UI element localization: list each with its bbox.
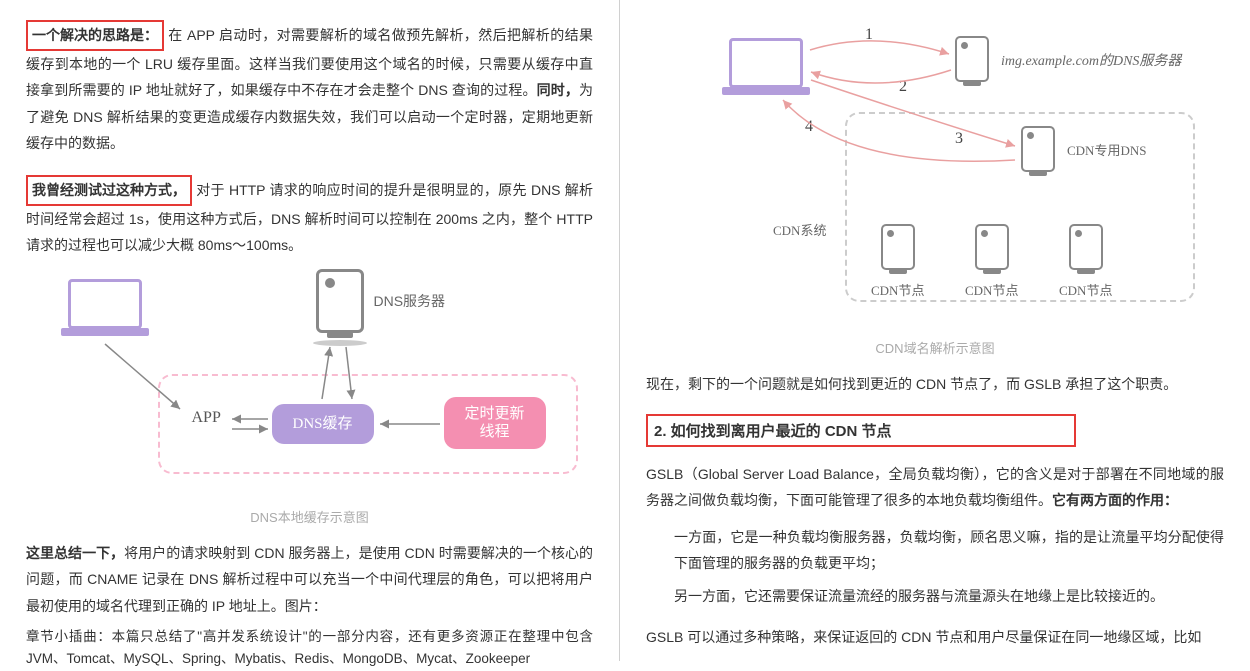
- cdn-resolve-diagram: img.example.com的DNS服务器 CDN系统 CDN专用DNS CD…: [655, 20, 1215, 330]
- diagram2-caption: CDN域名解析示意图: [646, 338, 1224, 357]
- highlight-box-1: 一个解决的思路是：: [26, 20, 164, 51]
- app-label: APP: [192, 409, 221, 427]
- bullet-1: 一方面，它是一种负载均衡服务器，负载均衡，顾名思义嘛，指的是让流量平均分配使得下…: [646, 524, 1224, 577]
- paragraph-2: 我曾经测试过这种方式， 对于 HTTP 请求的响应时间的提升是很明显的，原先 D…: [26, 175, 593, 259]
- dns-cache-diagram: DNS服务器 APP DNS缓存 定时更新 线程: [30, 269, 590, 499]
- dns-server-icon: [316, 269, 364, 333]
- highlight-box-2: 我曾经测试过这种方式，: [26, 175, 192, 206]
- cdn-system-label: CDN系统: [773, 220, 826, 239]
- para1-bold: 同时，: [537, 82, 579, 98]
- dns-server-top-label: img.example.com的DNS服务器: [1001, 50, 1181, 70]
- dns-cache-text: DNS缓存: [292, 415, 352, 433]
- dns-server-top-icon: [955, 36, 989, 82]
- footer-paragraph: 章节小插曲：本篇只总结了"高并发系统设计"的一部分内容，还有更多资源正在整理中包…: [26, 626, 593, 671]
- cdn-node-3-icon: [1069, 224, 1103, 270]
- step-4: 4: [805, 118, 813, 136]
- step-1: 1: [865, 26, 873, 44]
- section-2-title: 2. 如何找到离用户最近的 CDN 节点: [646, 414, 1076, 447]
- cdn-node-2-icon: [975, 224, 1009, 270]
- left-column: 一个解决的思路是： 在 APP 启动时，对需要解析的域名做预先解析，然后把解析的…: [0, 0, 620, 661]
- after-diagram-para: 现在，剩下的一个问题就是如何找到更近的 CDN 节点了，而 GSLB 承担了这个…: [646, 371, 1224, 398]
- cdn-node-1-label: CDN节点: [871, 280, 924, 299]
- gslb-paragraph: GSLB（Global Server Load Balance，全局负载均衡），…: [646, 461, 1224, 514]
- paragraph-1: 一个解决的思路是： 在 APP 启动时，对需要解析的域名做预先解析，然后把解析的…: [26, 20, 593, 157]
- step-2: 2: [899, 78, 907, 96]
- last-paragraph: GSLB 可以通过多种策略，来保证返回的 CDN 节点和用户尽量保证在同一地缘区…: [646, 624, 1224, 651]
- laptop-icon-2: [729, 38, 803, 88]
- bullet-2: 另一方面，它还需要保证流量流经的服务器与流量源头在地缘上是比较接近的。: [646, 583, 1224, 610]
- laptop-icon: [68, 279, 142, 329]
- cdn-dns-icon: [1021, 126, 1055, 172]
- summary-bold: 这里总结一下，: [26, 545, 124, 561]
- cdn-node-2-label: CDN节点: [965, 280, 1018, 299]
- diagram1-caption: DNS本地缓存示意图: [26, 507, 593, 526]
- summary-paragraph: 这里总结一下，将用户的请求映射到 CDN 服务器上，是使用 CDN 时需要解决的…: [26, 540, 593, 620]
- step-3: 3: [955, 130, 963, 148]
- cdn-dns-label: CDN专用DNS: [1067, 140, 1146, 159]
- timer-l2: 线程: [479, 423, 509, 441]
- dns-server-label: DNS服务器: [374, 291, 446, 311]
- cdn-node-3-label: CDN节点: [1059, 280, 1112, 299]
- cdn-node-1-icon: [881, 224, 915, 270]
- timer-l1: 定时更新: [464, 405, 524, 423]
- right-column: img.example.com的DNS服务器 CDN系统 CDN专用DNS CD…: [620, 0, 1250, 661]
- timer-pill: 定时更新 线程: [444, 397, 546, 449]
- gslb-bold: 它有两方面的作用：: [1052, 492, 1178, 508]
- dns-cache-pill: DNS缓存: [272, 404, 374, 444]
